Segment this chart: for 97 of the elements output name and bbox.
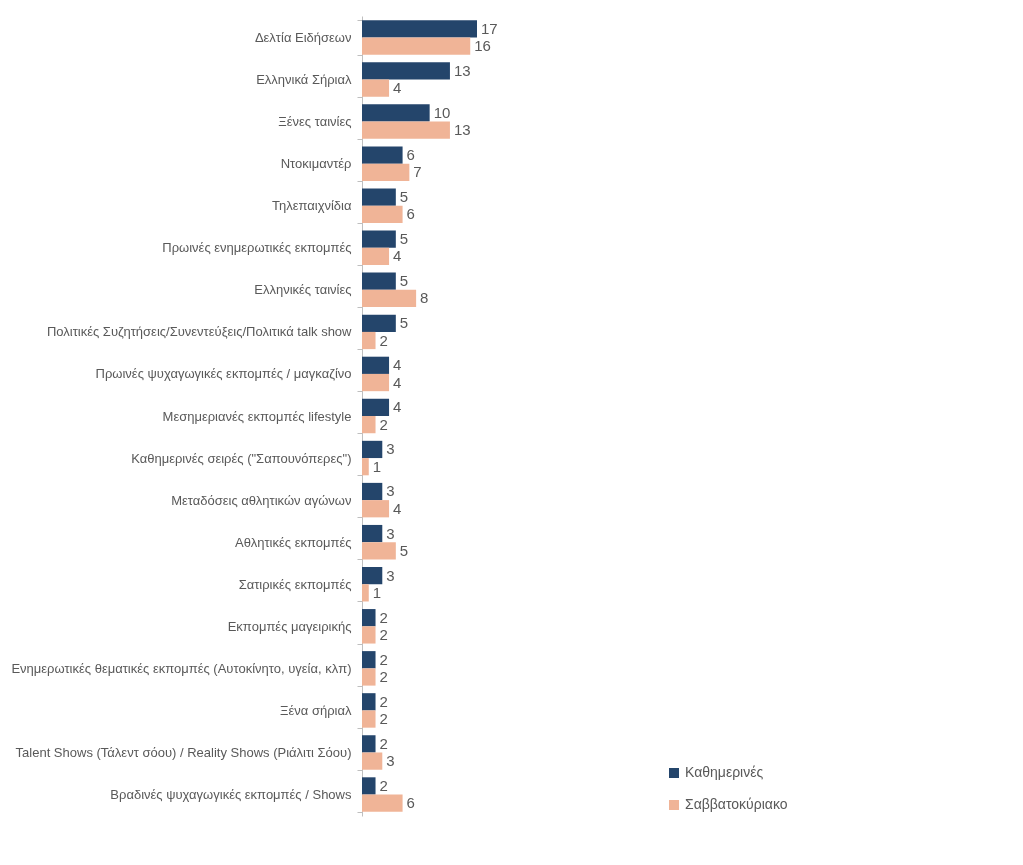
data-label: 2	[379, 415, 388, 433]
data-label: 4	[393, 373, 402, 391]
data-label: 4	[393, 499, 402, 517]
y-tick-label: Ντοκιμαντέρ	[280, 156, 352, 172]
bar	[362, 693, 376, 711]
data-label: 4	[393, 398, 402, 416]
data-label: 2	[379, 692, 388, 710]
bar	[362, 609, 376, 627]
bar	[362, 651, 376, 669]
data-label: 1	[372, 457, 382, 475]
bar	[362, 121, 450, 139]
bar	[362, 458, 369, 476]
y-tick-label: Ξένα σήριαλ	[280, 702, 352, 718]
bar	[362, 668, 376, 686]
bar	[362, 398, 390, 416]
data-label: 5	[399, 314, 409, 332]
y-tick-label: Πρωινές ενημερωτικές εκπομπές	[162, 240, 352, 256]
y-tick-label: Βραδινές ψυχαγωγικές εκπομπές / Shows	[110, 787, 352, 803]
bar	[362, 794, 403, 812]
data-label: 2	[379, 650, 388, 668]
data-label: 5	[399, 188, 409, 206]
data-label: 3	[386, 566, 395, 584]
data-label: 8	[420, 289, 429, 307]
y-tick-label: Δελτία Ειδήσεων	[254, 29, 352, 45]
bar	[362, 777, 376, 795]
data-label: 10	[433, 103, 451, 121]
data-label: 3	[386, 524, 395, 542]
data-label: 3	[386, 752, 395, 770]
bar	[362, 104, 430, 122]
bar	[362, 752, 383, 770]
bar	[362, 331, 376, 350]
legend-label: Σαββατοκύριακο	[685, 796, 788, 812]
bar	[362, 567, 383, 585]
bar	[362, 205, 403, 223]
bar	[362, 247, 390, 265]
bar	[362, 146, 403, 164]
data-label: 13	[453, 121, 471, 139]
data-label: 5	[399, 230, 409, 248]
y-tick-label: Εκπομπές μαγειρικής	[227, 618, 352, 634]
data-label: 2	[379, 331, 388, 349]
data-label: 6	[406, 205, 415, 223]
bar	[362, 500, 390, 518]
bar	[362, 79, 390, 97]
data-label: 7	[413, 163, 422, 181]
data-label: 4	[393, 247, 402, 265]
y-tick-label: Ενημερωτικές θεματικές εκπομπές (Αυτοκίνητο, υγεία, κλπ)	[11, 660, 352, 676]
data-label: 5	[399, 541, 409, 559]
bar	[362, 584, 369, 602]
y-tick-label: Πρωινές ψυχαγωγικές εκπομπές / μαγκαζίνο	[95, 366, 352, 382]
data-label: 2	[379, 625, 388, 643]
data-label: 2	[379, 608, 388, 626]
data-label: 3	[386, 440, 395, 458]
bar	[362, 188, 396, 206]
bar	[362, 542, 396, 560]
y-tick-label: Μεσημεριανές εκπομπές lifestyle	[162, 408, 352, 424]
y-tick-label: Ξένες ταινίες	[278, 114, 352, 130]
data-label: 1	[372, 583, 382, 601]
legend-label: Καθημερινές	[685, 764, 764, 780]
bar	[362, 710, 376, 728]
bar	[362, 482, 383, 501]
data-label: 6	[406, 146, 415, 164]
bar	[362, 416, 376, 434]
bar	[362, 230, 396, 248]
y-tick-label: Καθημερινές σειρές ("Σαπουνόπερες")	[131, 450, 352, 466]
bar	[362, 272, 396, 290]
bar	[362, 356, 390, 374]
y-tick-label: Ελληνικά Σήριαλ	[256, 72, 352, 88]
bar	[362, 289, 417, 308]
y-tick-label: Αθλητικές εκπομπές	[235, 534, 352, 550]
bar	[362, 163, 410, 181]
y-tick-label: Τηλεπαιχνίδια	[271, 198, 352, 214]
bar	[362, 20, 477, 38]
data-label: 2	[379, 776, 388, 794]
bar	[362, 62, 450, 80]
y-tick-label: Ελληνικές ταινίες	[254, 282, 352, 298]
y-tick-label: Talent Shows (Τάλεντ σόου) / Reality Shows (Ριάλιτι Σόου)	[15, 744, 352, 760]
bar	[362, 735, 376, 753]
bar	[362, 440, 383, 459]
data-label: 4	[393, 356, 402, 374]
data-label: 2	[379, 710, 388, 728]
y-tick-label: Σατιρικές εκπομπές	[238, 576, 352, 592]
data-label: 4	[393, 79, 402, 97]
y-tick-label: Μεταδόσεις αθλητικών αγώνων	[171, 492, 352, 508]
data-label: 2	[379, 667, 388, 685]
bar	[362, 524, 383, 543]
data-label: 6	[406, 794, 415, 812]
bar	[362, 314, 396, 332]
data-label: 16	[474, 37, 491, 55]
data-label: 17	[481, 19, 498, 37]
data-label: 3	[386, 482, 395, 500]
data-label: 5	[399, 272, 409, 290]
bar	[362, 37, 471, 55]
y-tick-label: Πολιτικές Συζητήσεις/Συνεντεύξεις/Πολιτικά talk show	[46, 324, 353, 340]
bar	[362, 626, 376, 644]
data-label: 13	[453, 61, 471, 79]
data-label: 2	[379, 734, 388, 752]
bar	[362, 373, 390, 392]
